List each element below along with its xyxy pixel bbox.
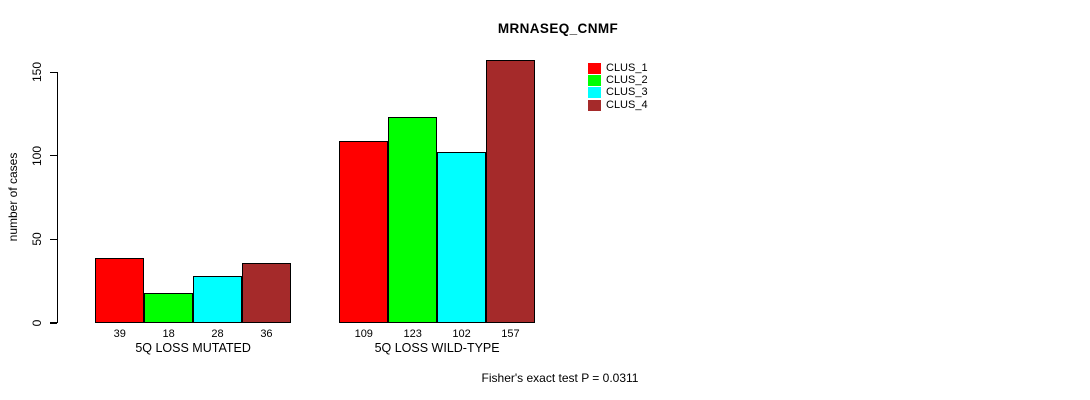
legend-item-clus_4: CLUS_4 [588,99,648,111]
legend-label: CLUS_4 [606,98,648,111]
legend: CLUS_1 CLUS_2 CLUS_3 CLUS_4 [588,62,648,112]
y-tick [49,71,57,73]
bar-value-label: 18 [162,327,175,340]
bar-clus_1 [339,140,389,323]
bar-clus_4 [242,262,291,323]
legend-swatch [588,99,601,111]
y-tick-label: 0 [30,319,44,327]
y-tick [49,238,57,240]
y-tick [49,155,57,157]
bar-value-label: 36 [260,327,273,340]
legend-swatch [588,87,601,99]
legend-label: CLUS_2 [606,74,648,87]
bar-clus_2 [144,292,194,323]
y-tick-label: 150 [30,62,44,83]
bar-value-label: 39 [113,327,126,340]
bar-value-label: 109 [354,327,373,340]
bar-value-label: 102 [452,327,471,340]
group-label: 5Q LOSS MUTATED [135,340,251,355]
chart-title: MRNASEQ_CNMF [497,21,619,36]
bar-clus_3 [193,276,242,323]
legend-swatch [588,62,601,74]
bar-value-label: 28 [211,327,224,340]
bar-clus_3 [437,152,486,323]
legend-item-clus_2: CLUS_2 [588,74,648,87]
bar-clus_4 [486,60,535,323]
legend-item-clus_1: CLUS_1 [588,62,648,74]
y-axis-line [56,72,58,323]
group-label: 5Q LOSS WILD-TYPE [374,340,500,355]
legend-item-clus_3: CLUS_3 [588,87,648,99]
y-tick [49,322,57,324]
legend-swatch [588,75,601,87]
bar-clus_1 [95,257,145,323]
y-tick-label: 100 [30,145,44,166]
y-axis-label: number of cases [6,152,20,242]
legend-label: CLUS_3 [606,86,648,99]
y-tick-label: 50 [30,232,44,247]
legend-label: CLUS_1 [606,61,648,74]
bar-value-label: 157 [501,327,520,340]
bar-value-label: 123 [403,327,422,340]
footnote: Fisher's exact test P = 0.0311 [481,371,639,385]
bar-clus_2 [388,117,438,323]
